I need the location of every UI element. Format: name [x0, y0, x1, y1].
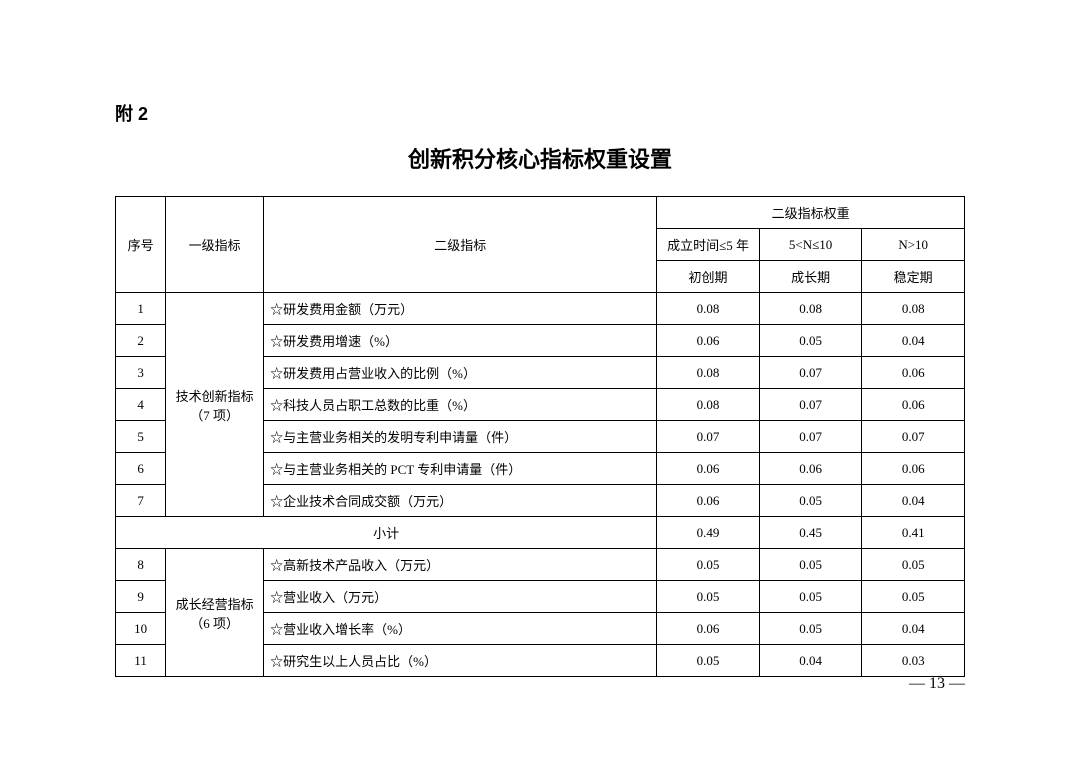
cell-w: 0.07 — [759, 421, 862, 453]
cell-level2: ☆研发费用增速（%） — [264, 325, 657, 357]
cell-seq: 7 — [116, 485, 166, 517]
cell-w: 0.08 — [657, 389, 760, 421]
cell-w: 0.06 — [657, 613, 760, 645]
cell-level1: 成长经营指标（6 项） — [166, 549, 264, 677]
cell-w: 0.08 — [862, 293, 965, 325]
cell-w: 0.03 — [862, 645, 965, 677]
cell-subtotal-label: 小计 — [116, 517, 657, 549]
cell-level2: ☆营业收入（万元） — [264, 581, 657, 613]
cell-seq: 3 — [116, 357, 166, 389]
page-title: 创新积分核心指标权重设置 — [115, 142, 965, 174]
cell-seq: 10 — [116, 613, 166, 645]
cell-level2: ☆研究生以上人员占比（%） — [264, 645, 657, 677]
cell-w: 0.06 — [862, 357, 965, 389]
cell-w: 0.08 — [657, 357, 760, 389]
cell-w: 0.04 — [862, 613, 965, 645]
cell-w: 0.07 — [862, 421, 965, 453]
appendix-label: 附 2 — [115, 100, 965, 126]
cell-subtotal-w: 0.49 — [657, 517, 760, 549]
cell-level2: ☆研发费用占营业收入的比例（%） — [264, 357, 657, 389]
th-period-label: 稳定期 — [862, 261, 965, 293]
th-level2: 二级指标 — [264, 197, 657, 293]
cell-w: 0.05 — [862, 549, 965, 581]
th-period-col: 5<N≤10 — [759, 229, 862, 261]
cell-w: 0.07 — [657, 421, 760, 453]
cell-seq: 5 — [116, 421, 166, 453]
cell-w: 0.06 — [657, 485, 760, 517]
cell-subtotal-w: 0.41 — [862, 517, 965, 549]
cell-seq: 1 — [116, 293, 166, 325]
cell-w: 0.06 — [862, 453, 965, 485]
cell-level2: ☆高新技术产品收入（万元） — [264, 549, 657, 581]
cell-w: 0.04 — [862, 325, 965, 357]
th-level1: 一级指标 — [166, 197, 264, 293]
cell-level2: ☆企业技术合同成交额（万元） — [264, 485, 657, 517]
cell-w: 0.04 — [862, 485, 965, 517]
cell-w: 0.05 — [657, 645, 760, 677]
cell-w: 0.05 — [759, 325, 862, 357]
cell-seq: 6 — [116, 453, 166, 485]
cell-seq: 8 — [116, 549, 166, 581]
cell-level2: ☆科技人员占职工总数的比重（%） — [264, 389, 657, 421]
cell-w: 0.08 — [657, 293, 760, 325]
th-period-label: 初创期 — [657, 261, 760, 293]
cell-subtotal-w: 0.45 — [759, 517, 862, 549]
cell-w: 0.06 — [657, 325, 760, 357]
cell-w: 0.05 — [759, 485, 862, 517]
th-period-col: 成立时间≤5 年 — [657, 229, 760, 261]
weights-table: 序号 一级指标 二级指标 二级指标权重 成立时间≤5 年 5<N≤10 N>10… — [115, 196, 965, 677]
th-weight-group: 二级指标权重 — [657, 197, 965, 229]
cell-w: 0.08 — [759, 293, 862, 325]
cell-w: 0.05 — [657, 549, 760, 581]
cell-w: 0.07 — [759, 357, 862, 389]
cell-level2: ☆与主营业务相关的 PCT 专利申请量（件） — [264, 453, 657, 485]
cell-seq: 4 — [116, 389, 166, 421]
cell-w: 0.04 — [759, 645, 862, 677]
cell-level2: ☆营业收入增长率（%） — [264, 613, 657, 645]
page-number: — 13 — — [909, 675, 965, 693]
cell-w: 0.05 — [759, 613, 862, 645]
cell-level1: 技术创新指标（7 项） — [166, 293, 264, 517]
th-period-label: 成长期 — [759, 261, 862, 293]
cell-w: 0.05 — [759, 549, 862, 581]
cell-w: 0.05 — [862, 581, 965, 613]
cell-w: 0.06 — [862, 389, 965, 421]
th-seq: 序号 — [116, 197, 166, 293]
th-period-col: N>10 — [862, 229, 965, 261]
cell-seq: 9 — [116, 581, 166, 613]
cell-w: 0.07 — [759, 389, 862, 421]
cell-seq: 11 — [116, 645, 166, 677]
cell-w: 0.05 — [657, 581, 760, 613]
cell-level2: ☆研发费用金额（万元） — [264, 293, 657, 325]
cell-level2: ☆与主营业务相关的发明专利申请量（件） — [264, 421, 657, 453]
cell-w: 0.05 — [759, 581, 862, 613]
cell-w: 0.06 — [759, 453, 862, 485]
cell-seq: 2 — [116, 325, 166, 357]
cell-w: 0.06 — [657, 453, 760, 485]
